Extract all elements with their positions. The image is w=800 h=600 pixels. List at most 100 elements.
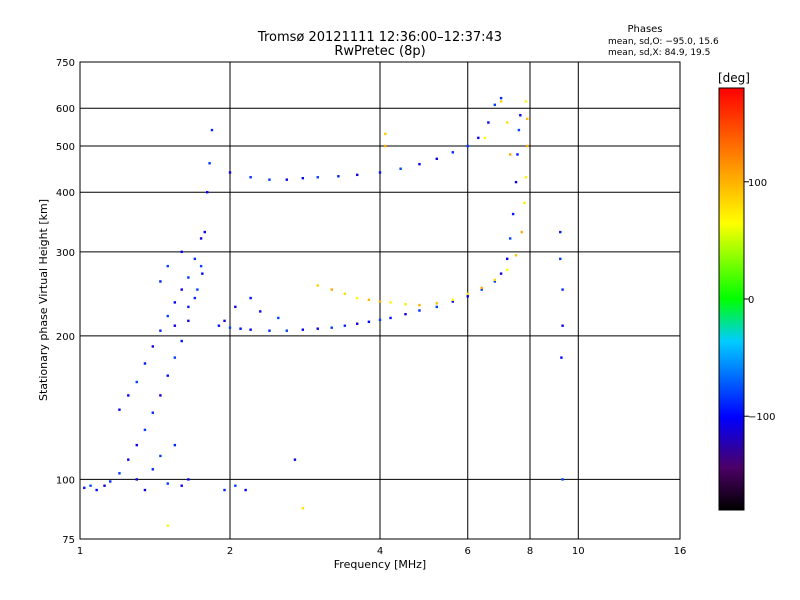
data-point (526, 117, 529, 121)
data-point (514, 180, 518, 184)
data-point (508, 237, 512, 240)
data-point (418, 162, 421, 166)
data-point (466, 295, 469, 298)
data-point (135, 380, 138, 384)
data-point (466, 144, 469, 148)
data-point (223, 319, 226, 323)
data-point (143, 488, 147, 492)
data-point (193, 257, 197, 261)
data-point (118, 408, 121, 411)
data-point (451, 298, 455, 301)
data-point (384, 132, 387, 136)
y-tick-label: 75 (62, 535, 75, 546)
data-point (399, 167, 402, 170)
data-point (378, 318, 382, 322)
data-point (330, 288, 333, 291)
data-point (173, 301, 177, 304)
data-point (205, 191, 209, 194)
data-point (480, 286, 483, 290)
y-axis-label: Stationary phase Virtual Height [km] (37, 199, 50, 401)
data-point (210, 128, 214, 132)
data-point (268, 329, 271, 332)
data-point (187, 319, 190, 323)
data-point (166, 482, 169, 485)
data-point (151, 345, 155, 348)
data-point (487, 121, 490, 124)
data-point (127, 394, 130, 397)
data-point (159, 280, 162, 283)
data-point (524, 100, 528, 103)
data-point (95, 488, 98, 492)
data-point (505, 268, 509, 272)
data-point (514, 254, 518, 257)
data-point (208, 162, 211, 165)
data-point (187, 478, 190, 481)
data-point (173, 324, 177, 327)
data-point (560, 356, 563, 359)
data-point (180, 250, 183, 254)
colorbar-tick-label: −100 (748, 412, 775, 423)
data-point (277, 316, 280, 320)
data-point (217, 324, 221, 327)
data-point (249, 296, 252, 300)
y-tick-label: 100 (56, 475, 75, 486)
legend-line-x: mean, sd,X: 84.9, 19.5 (608, 48, 710, 58)
data-point (103, 484, 106, 487)
data-point (199, 264, 203, 268)
data-point (193, 296, 197, 300)
chart-title: Tromsø 20121111 12:36:00–12:37:43 (257, 30, 502, 45)
data-point (151, 468, 155, 471)
data-point (435, 305, 438, 309)
data-point (234, 305, 237, 309)
data-point (285, 178, 288, 181)
legend-line-o: mean, sd,O: −95.0, 15.6 (608, 37, 719, 47)
data-point (526, 144, 529, 148)
data-point (203, 230, 206, 234)
data-point (316, 327, 319, 330)
x-tick-label: 6 (465, 546, 471, 557)
y-tick-label: 500 (56, 142, 75, 153)
data-point (493, 280, 497, 283)
data-point (143, 428, 147, 432)
y-tick-label: 200 (56, 332, 75, 343)
data-point (180, 339, 183, 343)
data-point (520, 230, 523, 234)
data-point (561, 324, 564, 327)
data-point (561, 478, 564, 481)
y-tick-label: 300 (56, 248, 75, 259)
data-point (83, 486, 86, 490)
data-point (355, 296, 359, 300)
data-point (173, 356, 177, 359)
data-point (330, 326, 333, 329)
data-point (173, 443, 177, 447)
data-point (228, 171, 232, 174)
data-point (337, 175, 340, 178)
data-point (517, 128, 521, 132)
data-point (355, 322, 359, 325)
data-point (135, 478, 138, 481)
data-point (378, 171, 382, 174)
data-point (239, 327, 242, 330)
data-point (268, 178, 271, 181)
data-point (166, 264, 169, 268)
data-point (234, 484, 237, 487)
data-point (187, 305, 190, 309)
data-point (166, 374, 169, 377)
data-point (316, 176, 319, 179)
data-points (83, 96, 564, 527)
data-point (477, 136, 480, 140)
data-point (483, 136, 487, 140)
colorbar-label: [deg] (718, 71, 750, 85)
data-point (493, 103, 497, 107)
data-point (524, 176, 528, 179)
data-point (223, 488, 226, 492)
colorbar-tick-label: 0 (748, 295, 754, 306)
data-point (159, 394, 162, 397)
data-point (180, 484, 183, 487)
data-point (118, 472, 121, 475)
data-point (343, 324, 347, 327)
legend-title: Phases (627, 24, 662, 35)
data-point (418, 303, 421, 307)
data-point (389, 301, 392, 304)
